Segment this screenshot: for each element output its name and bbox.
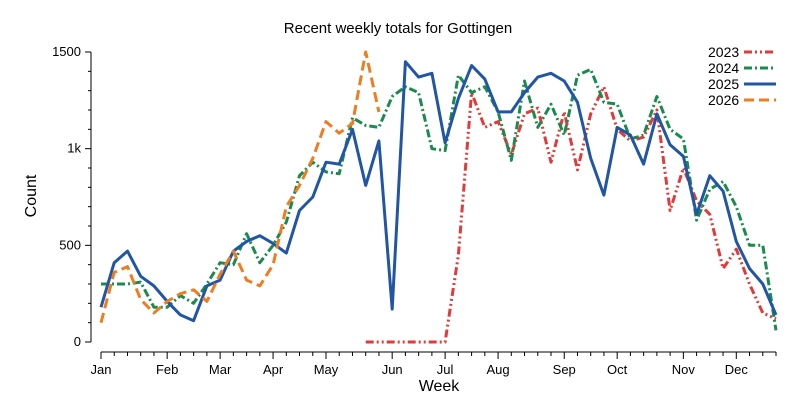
- legend-label-2024: 2024: [708, 60, 739, 76]
- y-tick-label: 0: [74, 334, 81, 349]
- y-tick-label: 1500: [52, 44, 81, 59]
- y-tick-label: 1k: [67, 141, 81, 156]
- x-tick-label: Apr: [263, 362, 284, 377]
- x-tick-label: Aug: [486, 362, 509, 377]
- y-axis-label: Count: [23, 174, 40, 217]
- x-tick-label: Sep: [553, 362, 576, 377]
- x-tick-label: Jan: [91, 362, 112, 377]
- x-axis-label: Week: [419, 378, 461, 395]
- axes: 0 500 1k 1500 Jan Feb Mar Apr May Jun Jul Aug Sep Oct…: [52, 44, 777, 377]
- x-tick-label: Nov: [672, 362, 696, 377]
- series-line-2025: [99, 60, 778, 323]
- x-tick-label: Jun: [382, 362, 403, 377]
- x-tick-label: Mar: [209, 362, 232, 377]
- legend-label-2025: 2025: [708, 76, 739, 92]
- x-tick-label: Oct: [607, 362, 628, 377]
- chart-title: Recent weekly totals for Gottingen: [284, 20, 512, 37]
- legend-label-2026: 2026: [708, 92, 739, 108]
- y-tick-label: 500: [59, 237, 81, 252]
- x-tick-label: Feb: [156, 362, 178, 377]
- legend-label-2023: 2023: [708, 44, 739, 60]
- x-tick-label: Jul: [437, 362, 454, 377]
- series-line-2026: [99, 50, 381, 324]
- x-tick-label: Dec: [725, 362, 749, 377]
- x-tick-label: May: [314, 362, 339, 377]
- series-lines: [99, 50, 778, 344]
- series-line-2023: [365, 85, 777, 344]
- series-line-2024: [101, 67, 778, 331]
